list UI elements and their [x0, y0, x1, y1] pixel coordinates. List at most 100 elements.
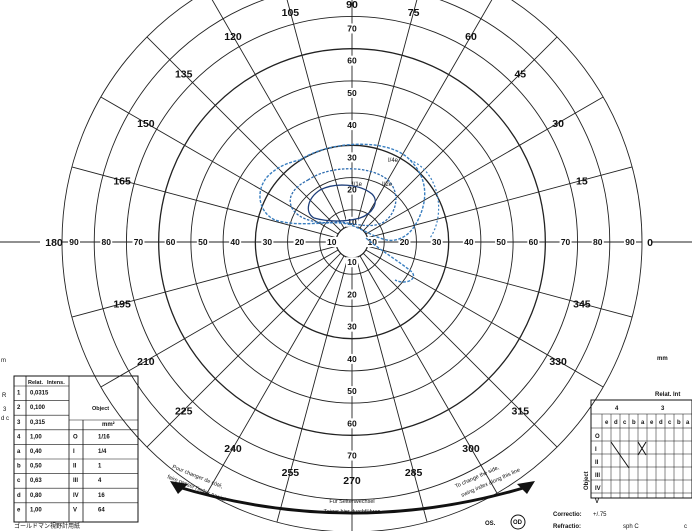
left-table-cell-key: 1	[17, 391, 21, 397]
radial-label-up-40: 40	[347, 120, 357, 130]
radial-label-right-90: 90	[625, 237, 635, 247]
radial-label-bg-right-20	[398, 237, 411, 247]
radial-label-bg-left-80	[100, 237, 113, 247]
radial-label-down-40: 40	[347, 354, 357, 364]
radial-label-up-60: 60	[347, 56, 357, 66]
right-table-letter-0: e	[605, 420, 609, 426]
right-table-row-IV: IV	[595, 486, 601, 492]
radial-label-bg-left-10	[325, 237, 338, 247]
radial-label-bg-left-30	[261, 237, 274, 247]
left-table-object-key: III	[73, 478, 78, 484]
meridian-75	[355, 0, 418, 227]
radial-label-bg-right-10	[366, 237, 379, 247]
meridian-120	[211, 0, 345, 229]
radial-label-down-20: 20	[347, 289, 357, 299]
radial-label-bg-up-30	[346, 152, 358, 163]
meridian-150	[100, 96, 339, 235]
radial-label-right-80: 80	[593, 237, 603, 247]
de-instruction-line2: Zeiger hier durchführen	[323, 509, 380, 515]
meridian-225	[146, 252, 342, 448]
meridian-345	[367, 245, 633, 318]
angle-label-315: 315	[512, 405, 530, 417]
left-table-object-size: 1	[98, 464, 102, 470]
meridian-195	[71, 245, 337, 318]
meridian-300	[359, 255, 498, 494]
meridian-135	[146, 36, 342, 232]
radial-label-bg-right-90	[624, 237, 636, 247]
left-table-object-size: 16	[98, 493, 105, 499]
meridian-285	[355, 257, 428, 523]
left-table-cell-val: 0,80	[30, 493, 42, 499]
meridian-255	[276, 257, 349, 523]
radial-label-down-70: 70	[347, 451, 357, 461]
radial-label-bg-left-90	[68, 237, 80, 247]
meridian-315	[362, 252, 558, 448]
radial-label-bg-up-40	[346, 120, 358, 131]
side-change-arrow	[170, 481, 535, 515]
left-table-object-key: II	[73, 464, 77, 470]
radial-label-up-30: 30	[347, 152, 357, 162]
right-table-letter-9: a	[686, 420, 690, 426]
radial-label-bg-up-50	[346, 87, 358, 98]
radial-label-up-10: 10	[347, 217, 357, 227]
radial-label-bg-down-10	[346, 257, 358, 268]
isopter-tail-blue	[365, 237, 415, 283]
radial-label-left-30: 30	[263, 237, 273, 247]
radial-label-bg-down-70	[346, 450, 358, 461]
left-table-cell-val: 0,0315	[30, 391, 49, 397]
right-table-row-II: II	[595, 460, 599, 466]
left-table-cell-key: 2	[17, 405, 21, 411]
radial-label-bg-right-60	[527, 237, 540, 247]
left-table-cell-val: 0,50	[30, 464, 42, 470]
left-table-header-relat: Relat.	[28, 380, 43, 386]
isopter-right-blue	[409, 159, 440, 239]
right-table-letter-7: c	[668, 420, 672, 426]
eye-labels: OS. OD	[485, 514, 526, 530]
radial-label-bg-right-70	[559, 237, 572, 247]
angle-label-105: 105	[282, 7, 300, 19]
right-table-letter-5: e	[650, 420, 654, 426]
right-table-group-4: 4	[615, 406, 619, 412]
angle-label-45: 45	[514, 69, 526, 81]
angle-label-75: 75	[408, 7, 420, 19]
radial-label-left-50: 50	[198, 237, 208, 247]
left-table-cell-key: b	[17, 464, 21, 470]
angle-label-240: 240	[224, 443, 242, 455]
angle-label-120: 120	[224, 31, 242, 43]
radial-label-bg-down-20	[346, 289, 358, 300]
right-table-group-3: 3	[661, 406, 665, 412]
isopter-label-2: I/2e	[382, 182, 393, 188]
radial-label-bg-left-50	[196, 237, 209, 247]
right-table-letter-6: d	[659, 420, 663, 426]
left-table-object-header: Object	[92, 406, 109, 412]
meridian-105	[286, 0, 349, 227]
left-table-object-key: O	[73, 434, 78, 440]
right-mm-label: mm	[657, 356, 668, 362]
left-margin-m: m	[1, 358, 6, 364]
left-table-object-size: 64	[98, 507, 105, 513]
right-table-row-V: V	[595, 499, 599, 505]
left-margin-dc: d c	[1, 416, 9, 422]
isopter-small-dark	[307, 184, 376, 222]
left-table-cell-key: 4	[17, 434, 21, 440]
radial-label-left-80: 80	[101, 237, 111, 247]
left-table-object-size: 1/4	[98, 449, 107, 455]
angle-label-0: 0	[647, 237, 653, 249]
radial-label-bg-left-20	[293, 237, 306, 247]
refraction-label: Refractio:	[553, 524, 581, 530]
correction-block: Correctio: +/.75 Refractio: sph C c	[553, 512, 687, 530]
left-table-object-key: V	[73, 507, 77, 513]
meridian-30	[365, 96, 604, 235]
radial-label-left-40: 40	[230, 237, 240, 247]
left-table-cell-val: 0,63	[30, 478, 42, 484]
right-object-table: Relat. Int 43edcbaedcbaeOIIIIIIIVVObject	[584, 392, 692, 505]
sph-label: sph C	[623, 524, 639, 530]
meridian-240	[206, 255, 345, 494]
right-table-row-O: O	[595, 434, 600, 440]
center-circle	[335, 225, 369, 259]
angle-label-135: 135	[175, 69, 193, 81]
radial-label-bg-down-40	[346, 353, 358, 364]
left-table-cell-key: a	[17, 449, 21, 455]
